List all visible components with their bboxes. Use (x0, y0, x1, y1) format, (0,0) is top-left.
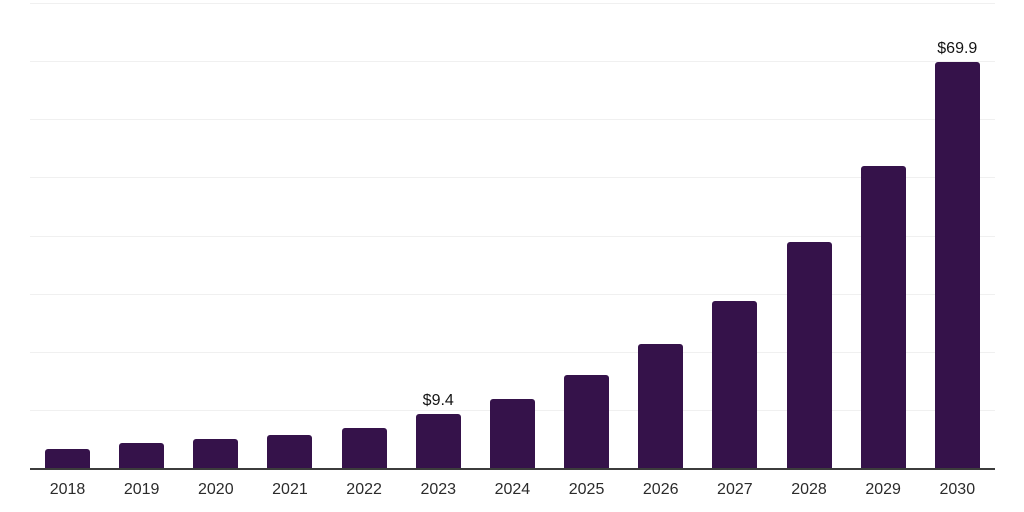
bar-2027 (712, 300, 758, 469)
bar-2020 (193, 439, 239, 469)
value-label-2030: $69.9 (937, 39, 978, 57)
x-tick-2018: 2018 (49, 481, 86, 498)
bar-2030 (934, 61, 980, 469)
gridline-y-80 (29, 2, 995, 4)
x-tick-2030: 2030 (939, 481, 976, 498)
x-tick-2025: 2025 (568, 481, 605, 498)
gridline-y-70 (29, 60, 995, 62)
value-label-2023: $9.4 (422, 392, 454, 410)
x-tick-2020: 2020 (198, 481, 234, 498)
x-tick-2024: 2024 (494, 481, 531, 498)
bar-2028 (786, 241, 832, 469)
gridline-y-20 (29, 352, 995, 353)
bar-2022 (341, 427, 387, 469)
gridline-y-30 (29, 293, 995, 295)
x-tick-2022: 2022 (346, 481, 382, 498)
bar-2023 (415, 414, 461, 469)
bar-2025 (564, 374, 610, 469)
x-tick-2028: 2028 (791, 481, 827, 498)
gridline-y-50 (29, 177, 995, 179)
bar-2026 (638, 343, 684, 469)
x-tick-2021: 2021 (272, 481, 308, 498)
gridline-y-60 (29, 119, 995, 120)
x-tick-2019: 2019 (123, 481, 160, 498)
x-axis-line (29, 468, 995, 470)
bar-2029 (860, 165, 906, 469)
bar-2019 (119, 443, 165, 469)
x-tick-2029: 2029 (865, 481, 901, 498)
bar-2024 (489, 399, 535, 469)
bar-2018 (45, 449, 90, 469)
gridline-y-40 (29, 235, 995, 237)
bar-2021 (267, 434, 313, 469)
x-tick-2026: 2026 (642, 481, 679, 498)
x-tick-2023: 2023 (420, 481, 457, 498)
x-tick-2027: 2027 (717, 481, 753, 498)
